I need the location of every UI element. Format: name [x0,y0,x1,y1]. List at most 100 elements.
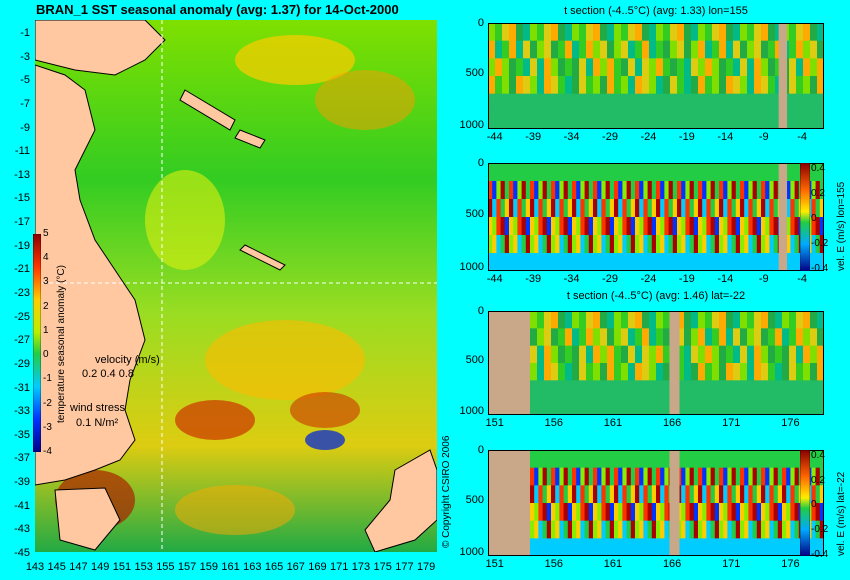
section-cell [712,311,720,329]
section-cell [544,111,552,129]
section-cell [727,163,733,182]
section-cell [621,40,629,59]
section-border [488,450,824,556]
sst-anomaly-map [35,20,437,552]
section-cell [744,199,749,218]
section-cell [670,58,678,77]
section-cell [534,217,539,236]
section-cell [601,538,607,556]
section-cell [714,467,720,486]
section-cell [740,253,745,271]
section-cell [752,538,758,556]
section-cell [496,199,502,218]
section-cell [698,397,706,415]
section-cell [642,311,650,329]
section-cell [769,467,775,486]
section-cell [530,163,535,182]
section-cell [660,538,665,556]
section-cell [693,520,699,539]
section-cell [677,93,685,112]
section-cell [748,450,754,469]
section-cell [537,397,545,415]
section-cell [702,450,707,469]
section-cell [605,538,611,556]
section-cell [752,181,758,200]
section-cell [626,181,632,200]
section-cell [609,199,615,218]
map-lat-tick: -19 [14,239,30,252]
section-cell [747,363,755,381]
section-cell [513,235,518,254]
section-cell [685,520,691,539]
section-cell [723,253,728,271]
section-cell [628,93,636,112]
velocity-key-label: velocity (m/s) [95,354,160,366]
section-cell [815,503,821,522]
section-cell [773,235,779,254]
section-cell [663,111,671,129]
section-cell [572,503,577,522]
section-cell [588,520,594,539]
section-cell [639,253,644,271]
section-cell [600,76,608,95]
section-cell [593,328,601,347]
section-cell [572,181,577,200]
section-cell [551,40,559,59]
section-cell [593,76,601,95]
section-cell [558,397,566,415]
section-cell [551,328,559,347]
section-cell [558,93,566,112]
section-cell [614,235,619,254]
section-cell [517,199,523,218]
section-cell [622,199,628,218]
section-cell [551,503,556,522]
section-cell [731,467,737,486]
section-cell [504,199,510,218]
section-cell [635,328,643,347]
section-cell [621,311,629,329]
section-cell [719,235,724,254]
section-cell [647,520,653,539]
section-cell [588,163,594,182]
section-cell [775,363,783,381]
section-cell [525,181,531,200]
section-cell [740,503,745,522]
section-cell [706,538,712,556]
section-cell [719,253,724,271]
section-cell [586,328,594,347]
section-cell [621,345,629,364]
section-cell [579,93,587,112]
section-cell [635,23,643,42]
section-cell [656,363,664,381]
section-cell [618,235,623,254]
section-cell [786,538,791,556]
section-cell [796,40,804,59]
section-cell [727,520,733,539]
section-cell [698,520,703,539]
section-cell [714,503,720,522]
section-cell [664,450,670,469]
section-cell [551,520,556,539]
section-cell [579,76,587,95]
section-cell [597,181,602,200]
section-cell [635,58,643,77]
section-cell [551,93,559,112]
section-cell [656,311,664,329]
map-lat-tick: -25 [14,310,30,323]
section-cell [558,40,566,59]
section-cell [605,520,611,539]
section-cell [660,520,665,539]
section-cell [614,538,619,556]
section-cell [719,345,727,364]
section-cell [488,23,496,42]
section-cell [605,199,611,218]
section-cell [492,163,497,182]
islands [179,89,286,271]
section-cell [733,111,741,129]
section-cell [643,467,649,486]
section-cell [740,163,745,182]
section-cell [663,345,671,364]
panel-x-tick: -9 [758,273,769,285]
section-cell [586,93,594,112]
section-cell [731,199,737,218]
